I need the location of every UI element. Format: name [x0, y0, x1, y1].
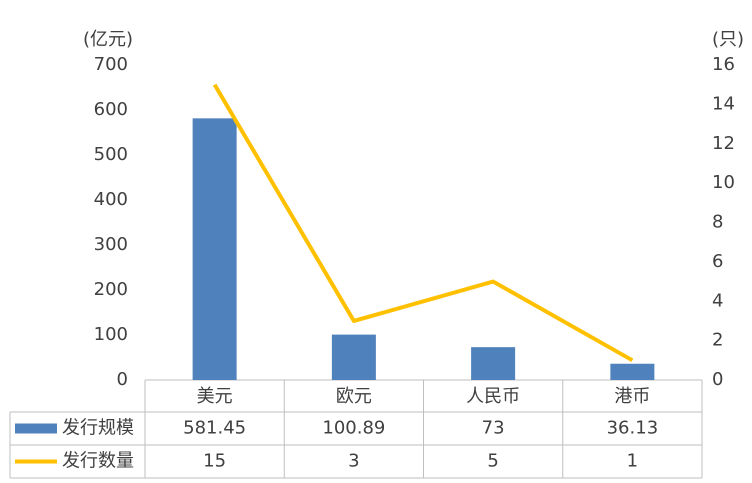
table-value: 3 — [348, 451, 359, 472]
legend-label: 发行规模 — [62, 418, 134, 439]
table-value: 100.89 — [322, 418, 385, 439]
table-value: 15 — [203, 451, 226, 472]
y2-axis-label: (只) — [712, 29, 744, 50]
legend-swatch — [15, 423, 57, 434]
x-tick-label: 港币 — [614, 386, 650, 407]
y2-tick-label: 12 — [712, 133, 735, 154]
y-tick-label: 400 — [94, 189, 128, 210]
x-tick-label: 人民币 — [466, 386, 520, 407]
y-tick-label: 600 — [94, 99, 128, 120]
y2-tick-label: 16 — [712, 54, 735, 75]
x-tick-label: 欧元 — [336, 386, 372, 407]
y-axis-label: (亿元) — [83, 29, 133, 50]
y2-tick-label: 0 — [712, 369, 723, 390]
x-tick-label: 美元 — [197, 386, 233, 407]
y2-tick-label: 4 — [712, 290, 723, 311]
y2-tick-label: 14 — [712, 93, 735, 114]
line — [212, 83, 634, 363]
table-value: 5 — [487, 451, 498, 472]
y-tick-label: 100 — [94, 324, 128, 345]
bar — [610, 363, 655, 380]
y2-tick-label: 8 — [712, 212, 723, 233]
y2-tick-label: 2 — [712, 330, 723, 351]
bar — [331, 334, 376, 380]
y-tick-label: 500 — [94, 144, 128, 165]
y-tick-label: 700 — [94, 54, 128, 75]
bar — [471, 347, 516, 380]
table-value: 1 — [627, 451, 638, 472]
y2-tick-label: 6 — [712, 251, 723, 272]
table-value: 73 — [482, 418, 505, 439]
y2-tick-label: 10 — [712, 172, 735, 193]
table-value: 581.45 — [183, 418, 246, 439]
table-value: 36.13 — [607, 418, 659, 439]
y-tick-label: 300 — [94, 234, 128, 255]
legend-label: 发行数量 — [62, 451, 134, 472]
bar — [192, 118, 237, 380]
y-tick-label: 200 — [94, 279, 128, 300]
y-tick-label: 0 — [117, 369, 128, 390]
